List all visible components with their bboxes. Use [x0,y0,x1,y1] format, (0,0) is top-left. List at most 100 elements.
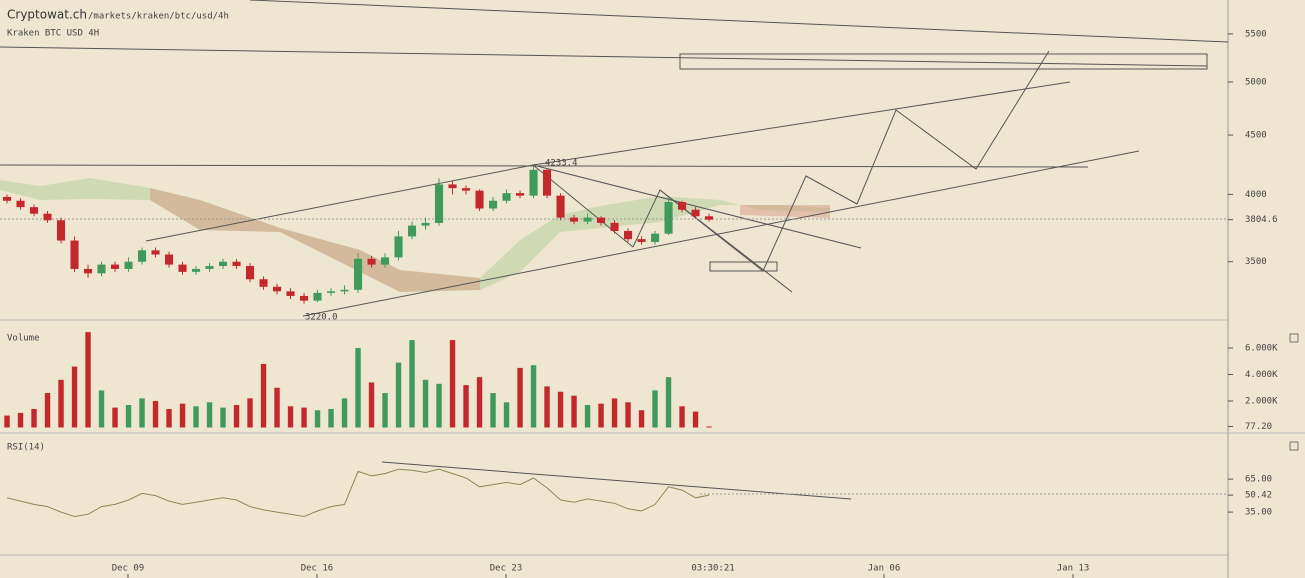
drawing-rect [679,53,1208,70]
candle-body [272,286,282,292]
candle-body [556,195,565,218]
y-tick-label: 6.000K [1245,344,1278,354]
volume-bar [85,332,91,428]
y-tick-label: 3500 [1245,257,1267,267]
annotation: 3220.0 [305,313,338,323]
y-tick-label: 5500 [1245,29,1267,39]
trend-line [532,164,862,249]
candle-body [191,268,201,272]
candle-body [704,216,714,220]
volume-bar [692,411,699,428]
candle-body [488,200,498,209]
volume-bar [476,377,483,428]
candle-body [421,222,430,226]
volume-bar [274,387,280,428]
candle-body [326,291,336,293]
x-tick-label: Dec 23 [490,564,523,574]
volume-bar [571,395,577,428]
volume-bar [17,412,24,428]
volume-bar [544,386,550,428]
volume-bar [706,426,712,428]
close-button[interactable] [1289,333,1299,343]
volume-bar [368,382,375,428]
trend-line [0,164,1089,168]
volume-bar [179,403,186,428]
candle-body [367,258,376,265]
volume-bar [436,383,442,428]
volume-bar [247,398,253,428]
candle-body [16,200,25,208]
x-tick-label: Dec 16 [301,564,334,574]
candle-body [529,169,538,196]
volume-bar [679,406,685,428]
y-tick-label: 65.00 [1245,475,1272,485]
candle-body [70,240,79,269]
candle-body [502,193,511,201]
volume-bar [44,393,51,428]
volume-bar [611,398,618,428]
volume-bar [341,398,348,428]
volume-bar [314,410,321,428]
market-path: /markets/kraken/btc/usd/4h [88,12,229,22]
volume-bar [193,406,199,428]
volume-bar [665,377,672,428]
volume-bar [260,363,267,428]
x-tick-label: Jan 06 [868,564,901,574]
candle-body [407,225,417,237]
y-tick-label: 3804.6 [1245,215,1278,225]
candle-body [610,222,619,231]
volume-bar [652,390,658,428]
candle-body [83,268,93,274]
candle-body [340,289,349,292]
candle-body [394,236,403,258]
volume-bar [422,379,429,428]
y-tick-label: 4500 [1245,131,1267,141]
candle-body [29,207,39,214]
pane-title: Volume [7,334,40,344]
candle-body [313,292,322,301]
annotation: 4233.4 [545,159,578,169]
candle-body [205,266,214,269]
volume-bar [287,406,294,428]
volume-bar [584,404,591,428]
candle-body [623,230,633,240]
trend-line [381,461,852,500]
candle-body [569,217,579,222]
candle-body [151,250,160,255]
volume-bar [71,366,78,428]
candle-body [596,217,606,223]
candle-body [515,193,525,196]
candle-body [178,264,187,272]
candle-body [664,202,673,234]
candle-body [232,261,241,267]
volume-bar [382,393,388,428]
volume-bar [166,408,172,428]
candle-body [56,220,66,241]
volume-bar [530,365,537,428]
site-name: Cryptowat.ch [7,8,87,22]
y-tick-label: 77.20 [1245,422,1272,432]
volume-bar [598,403,604,428]
volume-bar [557,391,564,428]
candle-body [583,217,592,222]
volume-bar [301,407,307,428]
x-tick-label: Jan 13 [1057,564,1090,574]
volume-bar [152,401,159,428]
volume-bar [4,415,10,428]
trend-line [249,0,1229,43]
volume-bar [490,393,496,428]
candle-body [2,196,12,201]
candle-body [542,169,552,196]
pane-title: RSI(14) [7,443,45,453]
volume-bar [625,402,631,428]
y-tick-label: 2.000K [1245,397,1278,407]
candle-body [650,233,660,242]
close-button[interactable] [1289,441,1299,451]
candle-body [299,295,309,301]
volume-bar [503,402,510,428]
volume-bar [125,404,132,428]
trend-line [302,150,1140,317]
volume-bar [395,362,402,428]
